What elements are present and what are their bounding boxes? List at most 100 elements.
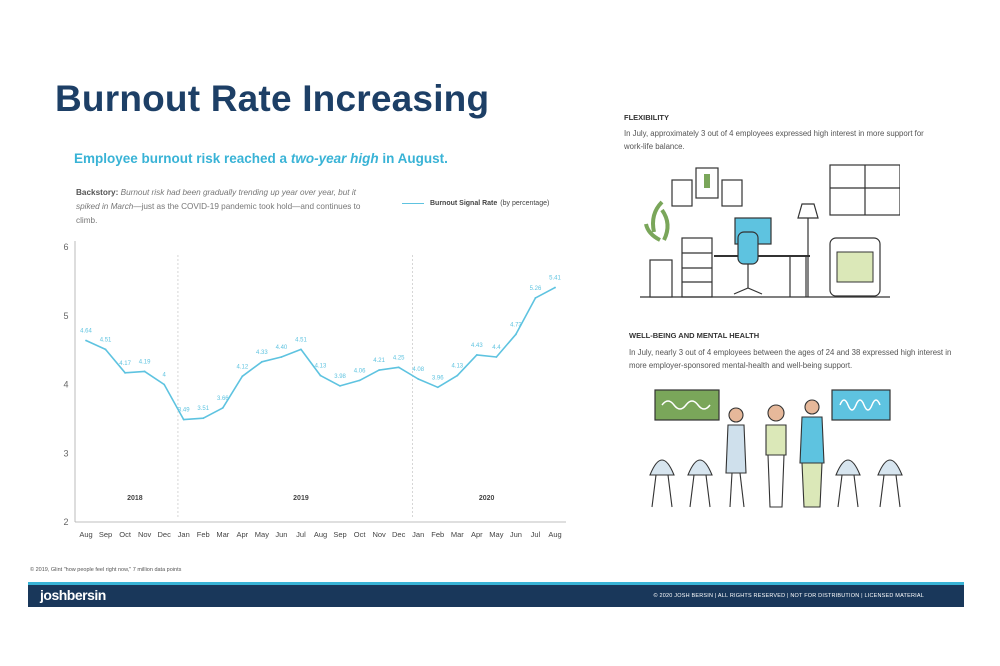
footer-bar: joshbersin © 2020 JOSH BERSIN | ALL RIGH…	[28, 582, 964, 607]
x-tick-label: Apr	[236, 530, 248, 539]
chair-icon	[687, 459, 713, 476]
data-label: 4.06	[354, 368, 366, 374]
person-icon	[765, 404, 787, 508]
copyright-notice: © 2020 JOSH BERSIN | ALL RIGHTS RESERVED…	[653, 593, 924, 599]
picture-frame-icon	[695, 167, 719, 199]
x-tick-label: May	[255, 530, 269, 539]
data-label: 5.26	[530, 286, 542, 292]
chair-icon	[649, 459, 675, 476]
frame-plant-icon	[704, 174, 710, 188]
flexibility-text: In July, approximately 3 out of 4 employ…	[624, 129, 924, 151]
burnout-signal-rate-line	[85, 286, 556, 421]
picture-frame-icon	[671, 179, 693, 207]
x-tick-label: Oct	[354, 530, 367, 539]
brand-logo: joshbersin	[40, 587, 106, 603]
x-tick-label: Jun	[275, 530, 287, 539]
data-label: 4.43	[471, 343, 483, 349]
backstory-text: Backstory: Burnout risk had been gradual…	[76, 186, 376, 228]
x-tick-label: Dec	[392, 530, 406, 539]
data-point	[417, 378, 420, 380]
chair-icon	[877, 459, 903, 476]
data-label: 4.13	[451, 364, 463, 370]
data-point	[182, 418, 185, 421]
year-label: 2020	[479, 495, 495, 502]
year-label: 2018	[127, 495, 143, 502]
data-label: 4.64	[80, 329, 92, 335]
data-label: 3.51	[197, 406, 209, 412]
year-label: 2019	[293, 495, 309, 502]
picture-frame-icon	[721, 179, 743, 207]
data-point	[456, 374, 459, 377]
data-label: 3.49	[178, 408, 190, 414]
y-tick-label: 6	[63, 242, 68, 252]
data-label: 4.13	[315, 364, 327, 370]
data-point	[241, 375, 244, 378]
backstory-body: Burnout risk had been gradually trending…	[76, 188, 356, 211]
chart-subtitle: Employee burnout risk reached a two-year…	[74, 151, 448, 166]
x-tick-label: Feb	[197, 530, 210, 539]
flexibility-heading: FLEXIBILITY	[624, 113, 669, 122]
data-label: 4.25	[393, 355, 405, 361]
data-point	[300, 348, 302, 351]
x-tick-label: Oct	[119, 530, 132, 539]
data-label: 5.41	[549, 276, 561, 282]
wellbeing-text: In July, nearly 3 out of 4 employees bet…	[629, 348, 952, 370]
x-tick-label: Jul	[531, 530, 541, 539]
x-tick-label: Jan	[412, 530, 424, 539]
data-point	[378, 369, 381, 371]
data-point	[534, 296, 537, 299]
data-point	[280, 356, 283, 358]
x-tick-label: Aug	[314, 530, 327, 539]
data-point	[495, 356, 498, 358]
y-tick-label: 3	[63, 448, 68, 458]
data-point	[515, 333, 517, 336]
x-tick-label: Jun	[510, 530, 522, 539]
x-tick-label: Aug	[548, 530, 561, 539]
x-tick-label: Dec	[157, 530, 171, 539]
page-title: Burnout Rate Increasing	[55, 78, 490, 119]
data-label: 4.17	[119, 361, 131, 367]
data-label: 4.73	[510, 322, 522, 328]
source-footnote: © 2019, Glint "how people feel right now…	[30, 567, 182, 573]
chair-cushion-icon	[836, 251, 874, 283]
person-icon	[799, 399, 825, 508]
legend-swatch	[402, 202, 424, 205]
x-tick-label: May	[489, 530, 503, 539]
wall-screen-icon	[654, 389, 720, 421]
wellbeing-heading: WELL-BEING AND MENTAL HEALTH	[629, 331, 760, 340]
x-tick-label: Nov	[372, 530, 386, 539]
x-tick-label: Mar	[451, 530, 464, 539]
plant-leaves-icon	[644, 200, 670, 242]
backstory-label: Backstory:	[76, 188, 119, 197]
legend-series-name: Burnout Signal Rate	[430, 200, 498, 207]
y-tick-label: 2	[63, 517, 68, 527]
data-point	[475, 354, 478, 356]
x-tick-label: Nov	[138, 530, 152, 539]
x-tick-label: Mar	[216, 530, 229, 539]
data-point	[143, 370, 146, 373]
data-label: 3.98	[334, 374, 346, 380]
x-tick-label: Sep	[333, 530, 346, 539]
data-label: 4.51	[295, 337, 307, 343]
x-tick-label: Jan	[178, 530, 190, 539]
data-point	[124, 371, 126, 374]
office-workspace-illustration	[640, 164, 900, 298]
armchair-icon	[829, 237, 881, 297]
wall-screen-icon	[831, 389, 891, 421]
chart-legend: Burnout Signal Rate (by percentage)	[402, 200, 549, 207]
data-label: 4.40	[276, 345, 288, 351]
y-tick-label: 4	[63, 380, 68, 390]
chair-icon	[835, 459, 861, 476]
y-tick-label: 5	[63, 311, 68, 321]
data-point	[202, 417, 205, 420]
data-label: 4.19	[139, 359, 151, 365]
data-label: 3.66	[217, 396, 229, 402]
data-label: 4.51	[100, 337, 112, 343]
data-point	[221, 406, 224, 409]
x-tick-label: Apr	[471, 530, 483, 539]
person-icon	[725, 407, 747, 508]
data-point	[163, 383, 166, 386]
data-label: 4.21	[373, 358, 385, 364]
team-meeting-illustration	[649, 389, 903, 508]
data-label: 4.4	[492, 345, 501, 351]
